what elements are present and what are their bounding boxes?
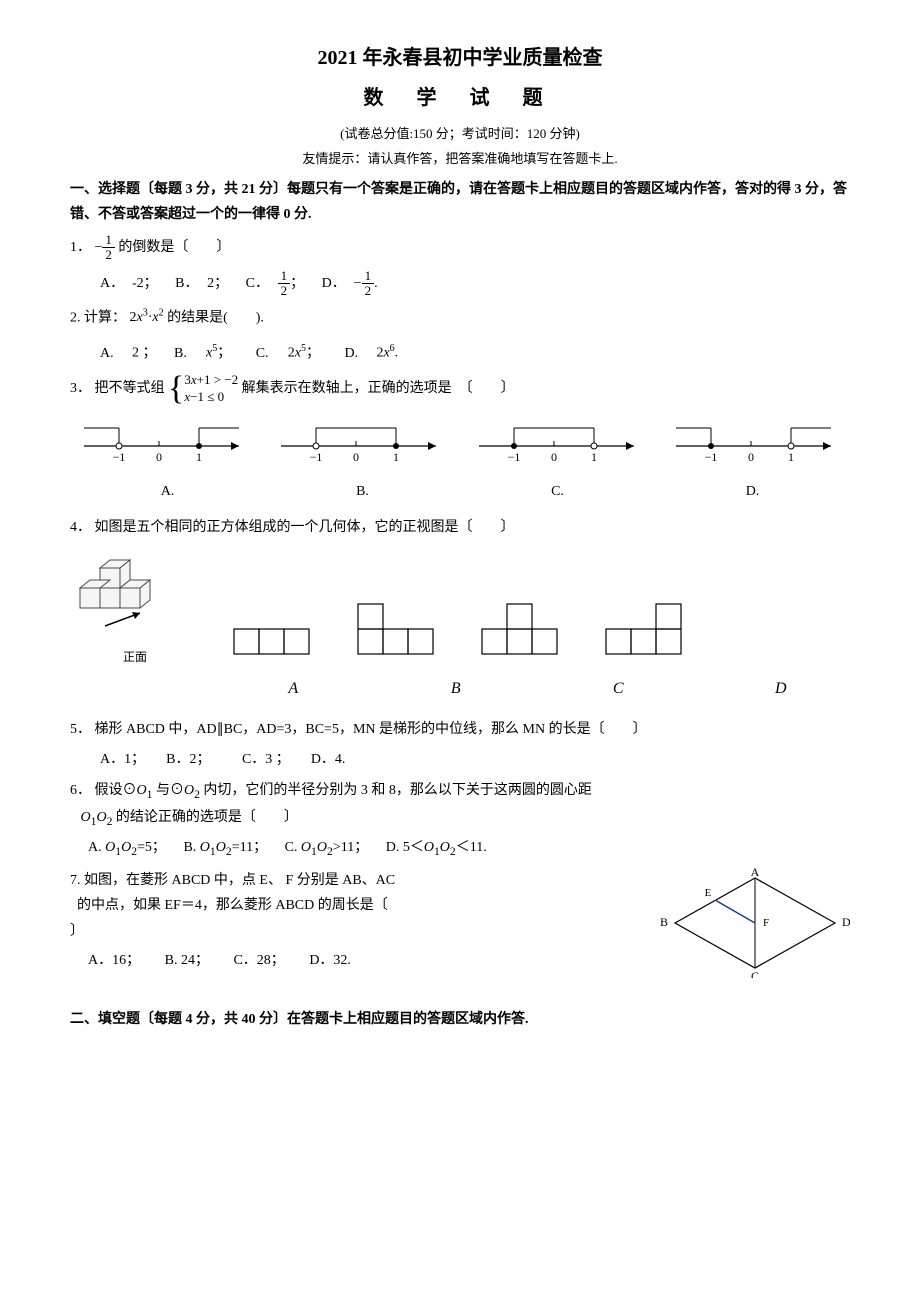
svg-text:−1: −1 bbox=[310, 450, 323, 464]
q7-figure: A B C D E F bbox=[660, 868, 850, 987]
q4-optC-fig bbox=[472, 599, 572, 668]
q4-optA-fig bbox=[224, 599, 324, 668]
q1-fraction: −12 bbox=[95, 233, 115, 263]
svg-text:0: 0 bbox=[748, 450, 754, 464]
q2-number: 2. bbox=[70, 310, 81, 325]
q2-optB-label: B. bbox=[174, 341, 206, 366]
q4-optB-fig bbox=[348, 599, 448, 668]
q7-optB: B. 24； bbox=[165, 953, 209, 968]
q4-front-label: 正面 bbox=[70, 647, 200, 669]
question-1: 1． −12 的倒数是〔 〕 A．-2； B．2； C．12； D．−12. bbox=[70, 233, 850, 298]
svg-text:1: 1 bbox=[393, 450, 399, 464]
q7-line1: 如图，在菱形 ABCD 中，点 E、 F 分别是 AB、AC bbox=[84, 873, 395, 888]
q7-number: 7. bbox=[70, 873, 81, 888]
q5-optA: A．1； bbox=[100, 752, 145, 767]
q3-nl-C: −1 0 1 bbox=[465, 416, 653, 475]
question-2: 2. 计算： 2x3·x2 的结果是( ). A.2 ； B.x5； C.2x5… bbox=[70, 305, 850, 367]
q7-line2: 的中点，如果 EF＝4，那么菱形 ABCD 的周长是〔 bbox=[77, 898, 388, 913]
q7-line3: 〕 bbox=[70, 924, 84, 939]
q4-lblA: A bbox=[224, 675, 363, 704]
q4-lblC: C bbox=[549, 675, 688, 704]
q2-expr: 2x3·x2 bbox=[130, 310, 164, 325]
q5-optB: B．2； bbox=[166, 752, 210, 767]
q6-optC-lbl: C. bbox=[285, 840, 298, 855]
svg-text:F: F bbox=[763, 917, 769, 929]
question-4: 4． 如图是五个相同的正方体组成的一个几何体，它的正视图是〔 〕 正 bbox=[70, 515, 850, 704]
svg-text:1: 1 bbox=[788, 450, 794, 464]
question-5: 5． 梯形 ABCD 中，AD∥BC，AD=3，BC=5，MN 是梯形的中位线，… bbox=[70, 717, 850, 771]
q5-optC: C．3 ； bbox=[242, 752, 290, 767]
q3-lblC: C. bbox=[460, 479, 655, 504]
svg-text:E: E bbox=[705, 887, 712, 899]
svg-text:−1: −1 bbox=[507, 450, 520, 464]
q1-optC-label: C． bbox=[246, 271, 278, 296]
svg-text:A: A bbox=[751, 868, 760, 879]
svg-text:1: 1 bbox=[196, 450, 202, 464]
q3-number: 3． bbox=[70, 381, 91, 396]
exam-hint: 友情提示：请认真作答，把答案准确地填写在答题卡上. bbox=[70, 147, 850, 170]
svg-text:−1: −1 bbox=[112, 450, 125, 464]
q7-optA: A．16； bbox=[88, 953, 140, 968]
svg-text:0: 0 bbox=[551, 450, 557, 464]
q2-optA-label: A. bbox=[100, 341, 132, 366]
svg-text:0: 0 bbox=[156, 450, 162, 464]
q3-stem-pre: 把不等式组 bbox=[95, 381, 165, 396]
svg-text:B: B bbox=[660, 915, 668, 929]
q1-optD-frac: −12 bbox=[354, 269, 374, 299]
section2-heading: 二、填空题〔每题 4 分，共 40 分〕在答题卡上相应题目的答题区域内作答. bbox=[70, 1007, 850, 1032]
q4-lblB: B bbox=[387, 675, 526, 704]
question-3: 3． 把不等式组 { 3x+1 > −2 x−1 ≤ 0 解集表示在数轴上，正确… bbox=[70, 372, 850, 504]
question-7: 7. 如图，在菱形 ABCD 中，点 E、 F 分别是 AB、AC 的中点，如果… bbox=[70, 868, 850, 987]
q2-stem-post: 的结果是( ). bbox=[167, 310, 264, 325]
exam-subtitle: 数 学 试 题 bbox=[70, 80, 850, 116]
q7-optC: C．28； bbox=[233, 953, 284, 968]
q3-numberlines: −1 0 1 −1 0 1 bbox=[70, 416, 850, 475]
q6-number: 6． bbox=[70, 783, 91, 798]
q2-optD-label: D. bbox=[344, 341, 376, 366]
q1-optB: 2； bbox=[207, 276, 228, 291]
q3-option-labels: A. B. C. D. bbox=[70, 479, 850, 504]
section1-heading: 一、选择题〔每题 3 分，共 21 分〕每题只有一个答案是正确的，请在答题卡上相… bbox=[70, 177, 850, 227]
q5-stem: 梯形 ABCD 中，AD∥BC，AD=3，BC=5，MN 是梯形的中位线，那么 … bbox=[95, 722, 647, 737]
q3-system: { 3x+1 > −2 x−1 ≤ 0 bbox=[168, 372, 238, 406]
q1-number: 1． bbox=[70, 240, 91, 255]
q3-nl-D: −1 0 1 bbox=[663, 416, 851, 475]
q1-optD-label: D． bbox=[322, 271, 354, 296]
q3-nl-B: −1 0 1 bbox=[268, 416, 456, 475]
q3-stem-post: 解集表示在数轴上，正确的选项是 〔 〕 bbox=[242, 381, 515, 396]
q5-optD: D．4. bbox=[311, 752, 346, 767]
svg-text:0: 0 bbox=[353, 450, 359, 464]
q4-stem: 如图是五个相同的正方体组成的一个几何体，它的正视图是〔 〕 bbox=[95, 520, 515, 535]
q1-optA-label: A． bbox=[100, 271, 132, 296]
q3-lblD: D. bbox=[655, 479, 850, 504]
q3-lblB: B. bbox=[265, 479, 460, 504]
q2-optA: 2 ； bbox=[132, 346, 157, 361]
q7-optD: D．32. bbox=[309, 953, 351, 968]
q2-optC-label: C. bbox=[256, 341, 288, 366]
question-6: 6． 假设⊙O1 与⊙O2 内切，它们的半径分别为 3 和 8，那么以下关于这两… bbox=[70, 778, 850, 862]
q3-nl-A: −1 0 1 bbox=[70, 416, 258, 475]
q5-number: 5． bbox=[70, 722, 91, 737]
q6-optD-lbl: D. bbox=[386, 840, 400, 855]
svg-text:−1: −1 bbox=[705, 450, 718, 464]
q1-optB-label: B． bbox=[175, 271, 207, 296]
q1-stem: 的倒数是〔 〕 bbox=[118, 240, 230, 255]
q6-optB-lbl: B. bbox=[183, 840, 196, 855]
q6-optA-lbl: A. bbox=[88, 840, 102, 855]
exam-info-score: (试卷总分值:150 分；考试时间：120 分钟) bbox=[70, 122, 850, 145]
q4-optD-fig bbox=[596, 599, 696, 668]
svg-text:C: C bbox=[751, 969, 759, 978]
q4-number: 4． bbox=[70, 520, 91, 535]
exam-title: 2021 年永春县初中学业质量检查 bbox=[70, 40, 850, 76]
q3-lblA: A. bbox=[70, 479, 265, 504]
q4-iso-figure: 正面 bbox=[70, 548, 200, 669]
svg-text:D: D bbox=[842, 915, 850, 929]
q4-lblD: D bbox=[712, 675, 851, 704]
svg-text:1: 1 bbox=[591, 450, 597, 464]
q1-optA: -2； bbox=[132, 276, 158, 291]
q1-optC-frac: 12 bbox=[278, 269, 291, 299]
q2-stem-pre: 计算： bbox=[84, 310, 126, 325]
